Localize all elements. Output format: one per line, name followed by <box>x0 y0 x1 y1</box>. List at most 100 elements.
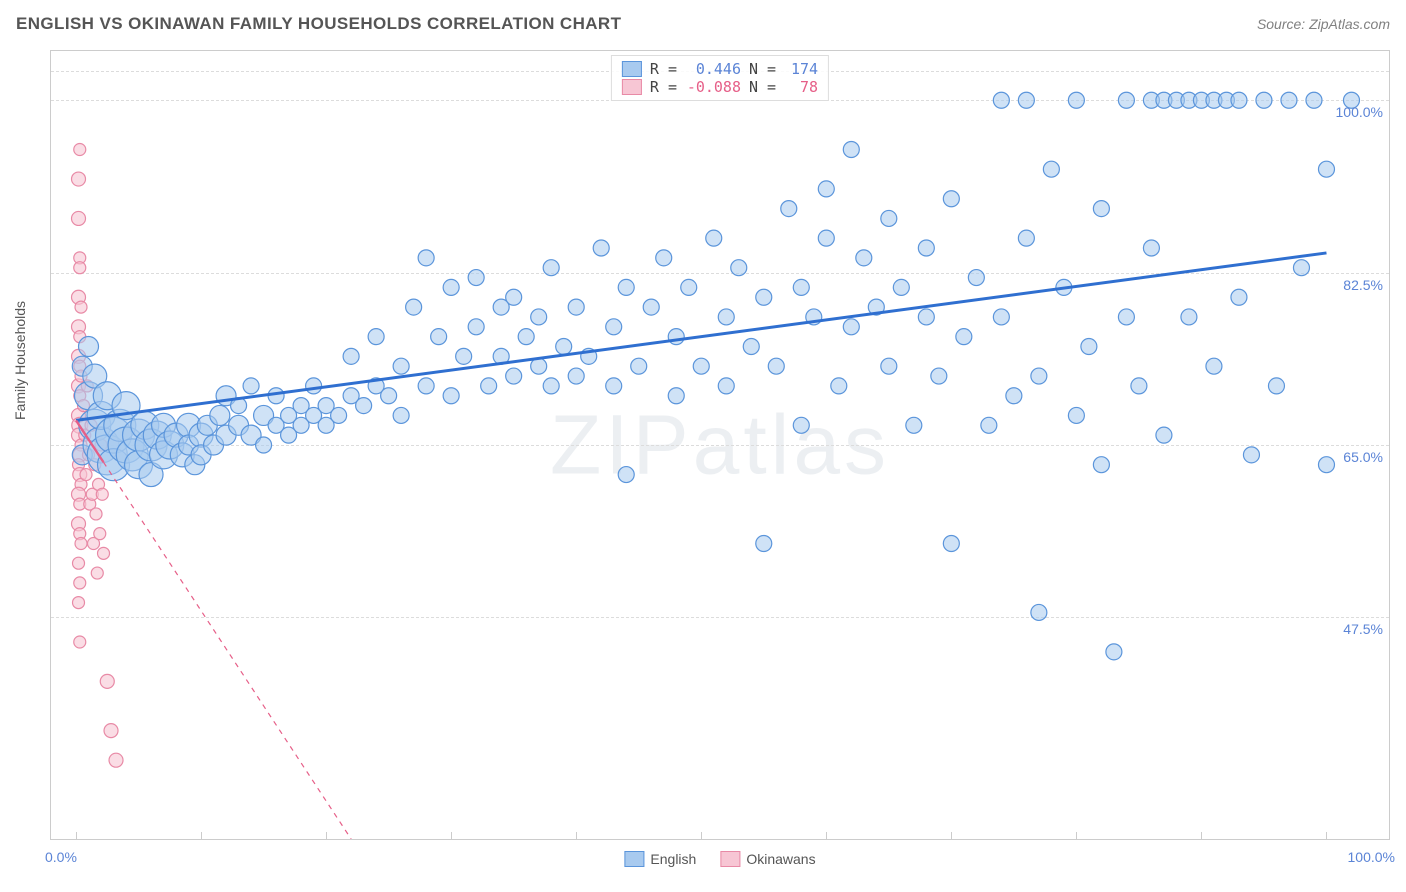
data-point <box>718 309 734 325</box>
trend-line <box>76 253 1326 420</box>
data-point <box>104 724 118 738</box>
data-point <box>256 437 272 453</box>
y-tick-label: 82.5% <box>1343 277 1383 293</box>
data-point <box>506 368 522 384</box>
chart-title: ENGLISH VS OKINAWAN FAMILY HOUSEHOLDS CO… <box>16 14 621 34</box>
data-point <box>743 339 759 355</box>
data-point <box>418 250 434 266</box>
data-point <box>368 329 384 345</box>
swatch-blue-icon <box>622 61 642 77</box>
swatch-pink-icon <box>622 79 642 95</box>
data-point <box>618 467 634 483</box>
data-point <box>1256 92 1272 108</box>
data-point <box>543 378 559 394</box>
data-point <box>1181 309 1197 325</box>
n-label: N = <box>749 60 776 78</box>
y-tick-label: 65.0% <box>1343 449 1383 465</box>
data-point <box>918 309 934 325</box>
data-point <box>631 358 647 374</box>
data-point <box>681 279 697 295</box>
data-point <box>98 547 110 559</box>
data-point <box>818 230 834 246</box>
data-point <box>931 368 947 384</box>
data-point <box>556 339 572 355</box>
data-point <box>768 358 784 374</box>
data-point <box>468 270 484 286</box>
data-point <box>1231 289 1247 305</box>
data-point <box>1143 240 1159 256</box>
r-value: 0.446 <box>685 60 741 78</box>
source-label: Source: ZipAtlas.com <box>1257 16 1390 32</box>
data-point <box>431 329 447 345</box>
data-point <box>856 250 872 266</box>
data-point <box>1093 201 1109 217</box>
data-point <box>1018 92 1034 108</box>
data-point <box>443 388 459 404</box>
data-point <box>1043 161 1059 177</box>
data-point <box>881 358 897 374</box>
data-point <box>75 301 87 313</box>
data-point <box>243 378 259 394</box>
data-point <box>481 378 497 394</box>
data-point <box>1318 161 1334 177</box>
data-point <box>568 368 584 384</box>
data-point <box>643 299 659 315</box>
data-point <box>393 358 409 374</box>
data-point <box>74 577 86 589</box>
y-tick-label: 100.0% <box>1336 104 1383 120</box>
data-point <box>718 378 734 394</box>
n-label: N = <box>749 78 776 96</box>
data-point <box>74 262 86 274</box>
data-point <box>993 92 1009 108</box>
data-point <box>100 674 114 688</box>
data-point <box>618 279 634 295</box>
data-point <box>831 378 847 394</box>
data-point <box>1281 92 1297 108</box>
legend-row-english: R = 0.446 N = 174 <box>622 60 818 78</box>
r-label: R = <box>650 78 677 96</box>
data-point <box>381 388 397 404</box>
data-point <box>793 279 809 295</box>
chart-frame: ZIPatlas 47.5%65.0%82.5%100.0% R = 0.446… <box>50 50 1390 840</box>
data-point <box>543 260 559 276</box>
legend-label: Okinawans <box>746 851 815 867</box>
data-point <box>79 337 99 357</box>
data-point <box>906 417 922 433</box>
y-axis-label: Family Households <box>12 301 28 420</box>
data-point <box>943 191 959 207</box>
data-point <box>1306 92 1322 108</box>
data-point <box>80 469 92 481</box>
data-point <box>1156 427 1172 443</box>
data-point <box>94 528 106 540</box>
data-point <box>781 201 797 217</box>
scatter-plot <box>51 51 1389 839</box>
data-point <box>91 567 103 579</box>
data-point <box>943 536 959 552</box>
data-point <box>74 144 86 156</box>
data-point <box>1006 388 1022 404</box>
data-point <box>306 378 322 394</box>
data-point <box>1018 230 1034 246</box>
data-point <box>343 348 359 364</box>
data-point <box>518 329 534 345</box>
data-point <box>1231 92 1247 108</box>
data-point <box>1318 457 1334 473</box>
data-point <box>331 407 347 423</box>
data-point <box>1031 604 1047 620</box>
data-point <box>756 536 772 552</box>
swatch-blue-icon <box>624 851 644 867</box>
data-point <box>731 260 747 276</box>
data-point <box>72 172 86 186</box>
data-point <box>918 240 934 256</box>
data-point <box>73 557 85 569</box>
data-point <box>74 636 86 648</box>
series-legend: English Okinawans <box>624 851 815 867</box>
x-min-label: 0.0% <box>45 849 77 865</box>
data-point <box>406 299 422 315</box>
r-label: R = <box>650 60 677 78</box>
data-point <box>456 348 472 364</box>
data-point <box>606 378 622 394</box>
data-point <box>668 388 684 404</box>
data-point <box>756 289 772 305</box>
data-point <box>75 538 87 550</box>
